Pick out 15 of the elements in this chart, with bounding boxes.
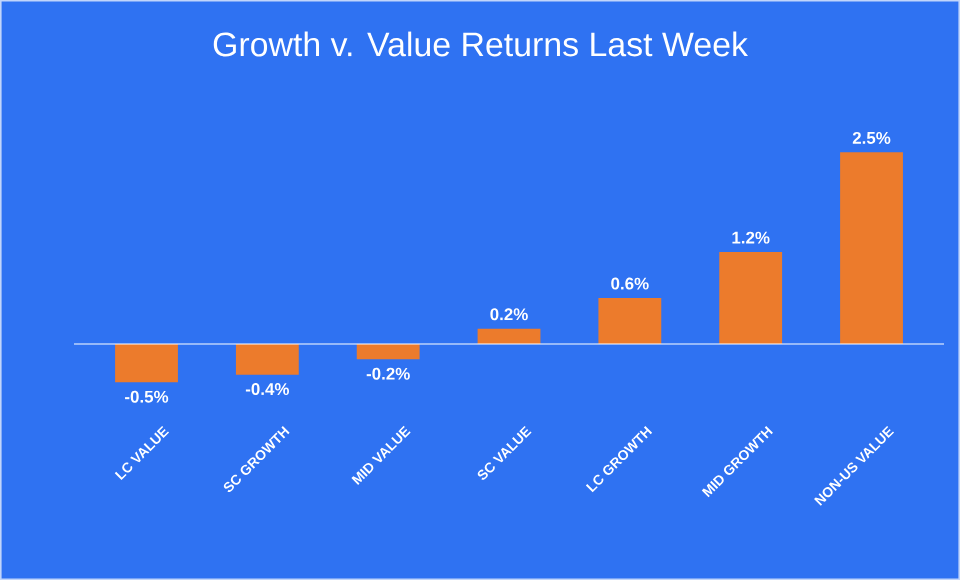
bar	[840, 152, 903, 344]
bar	[356, 344, 420, 360]
bar	[115, 344, 178, 383]
bar	[719, 252, 783, 344]
data-label: -0.2%	[366, 367, 410, 380]
data-label: -0.5%	[125, 390, 169, 403]
chart-title: Growth v. Value Returns Last Week	[213, 31, 749, 57]
data-label: 1.2%	[732, 231, 770, 244]
bar	[235, 344, 299, 375]
data-label: 0.2%	[490, 308, 528, 321]
bar	[598, 298, 662, 344]
data-label: 2.5%	[852, 131, 891, 144]
data-label: 0.6%	[611, 277, 649, 290]
data-label: -0.4%	[245, 383, 290, 396]
bar	[477, 328, 541, 344]
